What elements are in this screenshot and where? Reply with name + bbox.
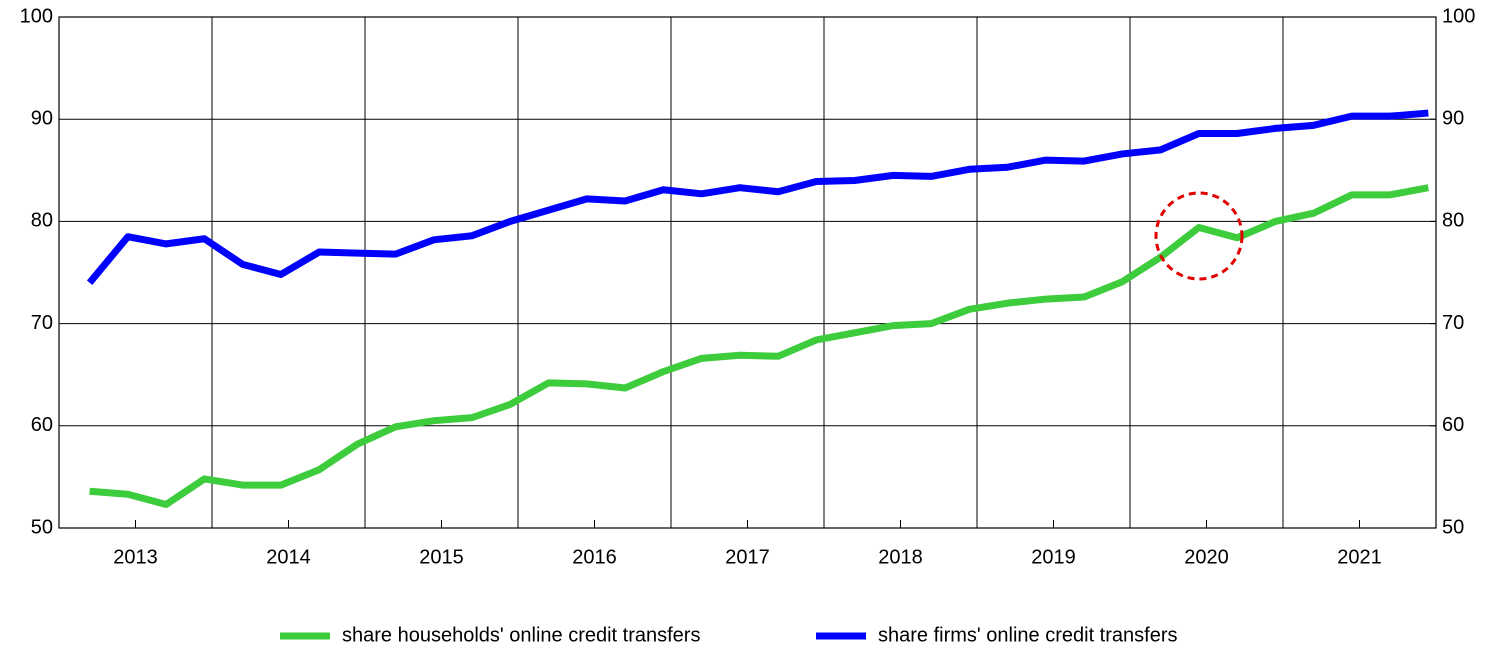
- y-tick-label: 80: [31, 210, 53, 232]
- plot-frame: [58, 16, 1437, 529]
- y-tick-label: 70: [31, 312, 53, 334]
- legend-label: share firms' online credit transfers: [878, 624, 1177, 646]
- x-tick-label: 2017: [725, 546, 770, 568]
- y2-tick-label: 90: [1442, 107, 1464, 129]
- y-tick-label: 60: [31, 414, 53, 436]
- x-tick-label: 2019: [1031, 546, 1076, 568]
- highlight-circle: [1154, 191, 1244, 281]
- x-tick-label: 2020: [1184, 546, 1229, 568]
- y2-tick-label: 50: [1442, 516, 1464, 538]
- x-tick-label: 2021: [1337, 546, 1382, 568]
- series-line: [89, 184, 1429, 508]
- plot: 50 60 70 80 90 100 50 60 70 80 90 100 2013 2014 2015 20…: [20, 5, 1476, 646]
- x-tick-label: 2014: [266, 546, 311, 568]
- legend-label: share households' online credit transfer…: [342, 624, 700, 646]
- x-tick-label: 2018: [878, 546, 923, 568]
- x-tick-label: 2013: [113, 546, 158, 568]
- y2-tick-label: 80: [1442, 210, 1464, 232]
- y-tick-label: 90: [31, 107, 53, 129]
- x-tick-label: 2016: [572, 546, 617, 568]
- y2-tick-label: 60: [1442, 414, 1464, 436]
- y-tick-label: 50: [31, 516, 53, 538]
- y2-tick-label: 70: [1442, 312, 1464, 334]
- y2-tick-label: 100: [1442, 5, 1475, 27]
- x-tick-label: 2015: [419, 546, 464, 568]
- series-line: [86, 109, 1429, 285]
- y-tick-label: 100: [20, 5, 53, 27]
